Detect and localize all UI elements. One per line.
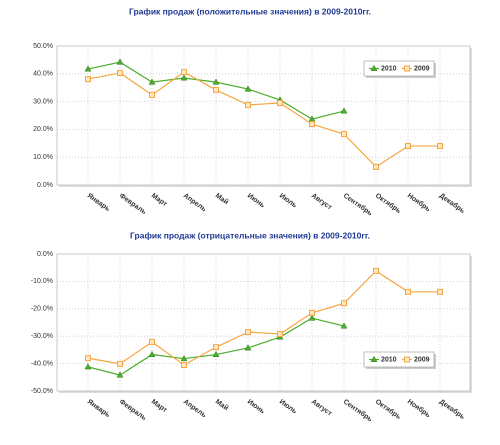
legend xyxy=(363,351,435,368)
marker xyxy=(245,101,251,108)
y-tick-label: 50.0% xyxy=(33,43,53,50)
marker xyxy=(309,309,315,316)
x-tick-label: Март xyxy=(150,398,169,414)
x-tick-label: Июнь xyxy=(246,192,267,209)
marker xyxy=(180,74,188,81)
y-tick-label: -30.0% xyxy=(31,333,53,340)
x-tick-label: Сентябрь xyxy=(342,398,375,424)
marker xyxy=(117,69,123,76)
marker xyxy=(84,363,92,370)
x-tick-label: Январь xyxy=(86,192,112,213)
marker xyxy=(149,91,155,98)
marker xyxy=(404,65,410,72)
y-tick-label: 20.0% xyxy=(33,126,53,133)
x-tick-label: Октябрь xyxy=(374,398,403,422)
y-tick-label: 30.0% xyxy=(33,98,53,105)
marker xyxy=(84,65,92,72)
marker xyxy=(370,64,378,71)
legend xyxy=(363,60,435,77)
x-tick-label: Июнь xyxy=(246,398,267,415)
marker xyxy=(116,58,124,65)
marker xyxy=(148,78,156,85)
x-tick-label: Ноябрь xyxy=(406,192,433,214)
marker xyxy=(180,354,188,362)
legend-label: 2010 xyxy=(381,65,397,72)
marker xyxy=(244,344,252,351)
legend-label: 2010 xyxy=(381,356,397,363)
marker xyxy=(373,267,379,274)
x-tick-label: Ноябрь xyxy=(406,398,433,420)
marker xyxy=(308,314,316,321)
x-tick-label: Февраль xyxy=(118,398,148,422)
marker xyxy=(341,131,347,138)
y-tick-label: -50.0% xyxy=(31,388,53,395)
x-tick-label: Апрель xyxy=(182,192,208,213)
marker xyxy=(116,371,124,378)
legend-label: 2009 xyxy=(414,65,430,72)
chart-title: График продаж (положительные значения) в… xyxy=(129,6,371,16)
x-tick-label: Январь xyxy=(86,398,112,419)
marker xyxy=(244,85,252,92)
y-tick-label: 0.0% xyxy=(37,251,53,258)
marker xyxy=(212,78,220,85)
marker xyxy=(309,121,315,128)
y-tick-label: -10.0% xyxy=(31,278,53,285)
x-tick-label: Август xyxy=(310,192,334,211)
marker xyxy=(245,329,251,336)
marker xyxy=(213,86,219,93)
x-tick-label: Октябрь xyxy=(374,192,403,216)
chart-title: График продаж (отрицательные значения) в… xyxy=(130,230,370,240)
marker xyxy=(341,300,347,307)
x-tick-label: Декабрь xyxy=(438,398,467,422)
marker xyxy=(404,356,410,363)
marker xyxy=(181,361,187,368)
x-tick-label: Февраль xyxy=(118,192,148,216)
y-tick-label: 10.0% xyxy=(33,154,53,161)
marker xyxy=(437,143,443,150)
marker xyxy=(117,360,123,367)
legend-label: 2009 xyxy=(414,356,430,363)
y-tick-label: 40.0% xyxy=(33,71,53,78)
marker xyxy=(437,288,443,295)
x-tick-label: Май xyxy=(214,192,230,207)
marker xyxy=(85,76,91,83)
y-tick-label: -40.0% xyxy=(31,360,53,367)
marker xyxy=(181,69,187,76)
x-tick-label: Июль xyxy=(278,192,299,209)
marker xyxy=(149,338,155,345)
marker xyxy=(340,107,348,114)
x-tick-label: Сентябрь xyxy=(342,192,375,218)
marker xyxy=(212,350,220,358)
x-tick-label: Март xyxy=(150,192,169,208)
marker xyxy=(213,344,219,351)
x-tick-label: Май xyxy=(214,398,230,413)
marker xyxy=(340,322,348,329)
plot-area xyxy=(56,253,471,392)
x-tick-label: Август xyxy=(310,398,334,417)
marker xyxy=(373,163,379,170)
x-tick-label: Апрель xyxy=(182,398,208,419)
marker xyxy=(405,143,411,150)
marker xyxy=(277,99,283,106)
x-tick-label: Декабрь xyxy=(438,192,467,216)
y-tick-label: -20.0% xyxy=(31,306,53,313)
y-tick-label: 0.0% xyxy=(37,182,53,189)
marker xyxy=(405,288,411,295)
marker xyxy=(148,350,156,358)
marker xyxy=(370,355,378,362)
marker xyxy=(277,331,283,338)
series-line xyxy=(87,71,440,168)
x-tick-label: Июль xyxy=(278,398,299,415)
marker xyxy=(85,355,91,362)
series-line xyxy=(87,270,440,366)
